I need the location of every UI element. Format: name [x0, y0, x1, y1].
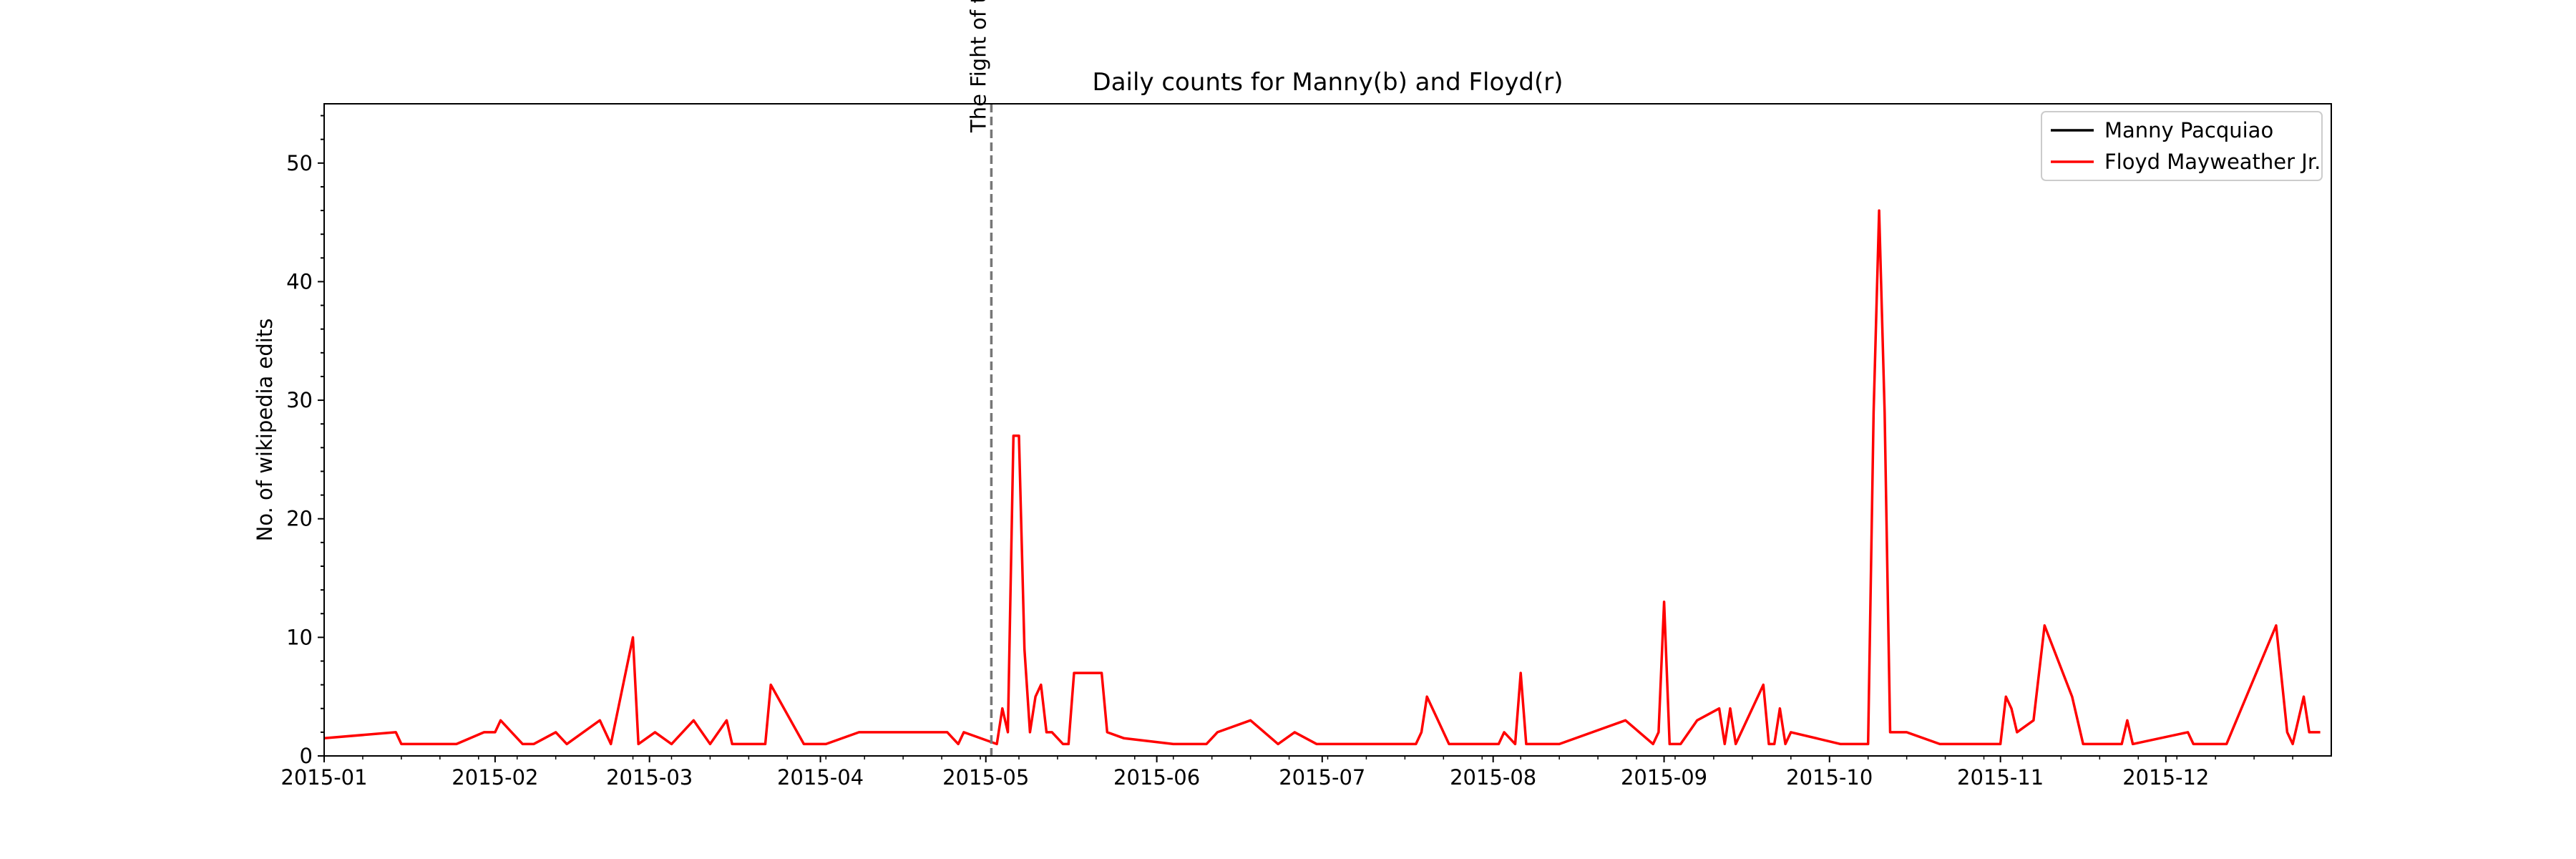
x-tick-label: 2015-06: [1113, 765, 1200, 790]
series-layer: [323, 209, 2321, 746]
plot-frame: [323, 103, 2332, 757]
legend-label: Floyd Mayweather Jr.: [2104, 150, 2321, 174]
x-tick-label: 2015-10: [1786, 765, 1873, 790]
y-axis-label: No. of wikipedia edits: [253, 319, 277, 542]
y-tick-label: 10: [286, 625, 313, 649]
legend-box: [2041, 111, 2323, 181]
x-tick-label: 2015-03: [606, 765, 693, 790]
annotation-layer: The Fight of t: [966, 0, 993, 756]
y-tick-label: 30: [286, 388, 313, 412]
x-tick-label: 2015-05: [942, 765, 1029, 790]
x-tick-label: 2015-02: [452, 765, 538, 790]
x-tick-label: 2015-12: [2122, 765, 2209, 790]
legend-label: Manny Pacquiao: [2104, 118, 2273, 142]
y-tick-label: 50: [286, 151, 313, 175]
x-tick-label: 2015-07: [1279, 765, 1365, 790]
series-line-floyd-mayweather-jr: [323, 209, 2321, 746]
x-tick-label: 2015-01: [280, 765, 367, 790]
y-tick-label: 0: [300, 744, 313, 768]
x-tick-label: 2015-08: [1450, 765, 1536, 790]
y-tick-label: 20: [286, 507, 313, 531]
legend: Manny Pacquiao Floyd Mayweather Jr.: [2041, 111, 2323, 181]
x-tick-label: 2015-04: [777, 765, 864, 790]
y-tick-label: 40: [286, 269, 313, 293]
chart-title: Daily counts for Manny(b) and Floyd(r): [1093, 68, 1563, 97]
event-marker-label: The Fight of t: [966, 0, 990, 133]
x-tick-label: 2015-09: [1621, 765, 1707, 790]
x-tick-label: 2015-11: [1957, 765, 2044, 790]
